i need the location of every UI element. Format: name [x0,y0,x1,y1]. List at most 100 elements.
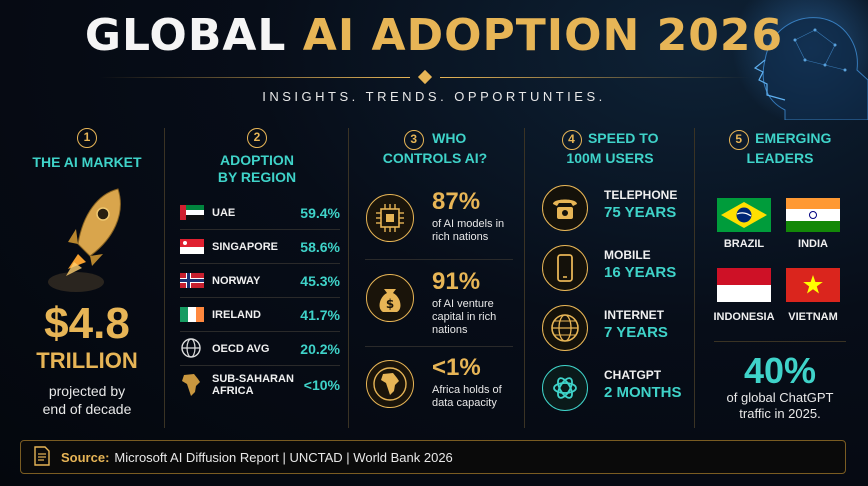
globe-icon [180,337,204,361]
singapore-flag-icon [180,239,204,254]
chatgpt-icon [542,365,588,411]
region-name: IRELAND [212,308,261,321]
country-label: INDIA [798,238,828,250]
region-percent: <10% [303,377,340,393]
leaders-desc-line1: of global ChatGPT [726,390,834,405]
country-label: BRAZIL [723,238,765,250]
control-stat: $ 91% of AI venture capital in rich nati… [360,268,515,336]
market-desc-line2: end of decade [42,401,132,417]
source-text: Microsoft AI Diffusion Report | UNCTAD |… [114,449,453,465]
market-unit: TRILLION [36,348,138,373]
ireland-flag-icon [180,307,204,322]
control-value: <1% [432,354,481,381]
rocket-icon [48,184,128,294]
brazil-flag-icon [717,198,771,232]
leaders-description: of global ChatGPT traffic in 2025. [700,390,860,422]
speed-item: TELEPHONE 75 YEARS [538,182,693,238]
section-number: 2 [247,128,267,148]
emerging-leaders-section: 5 EMERGING LEADERS BRAZIL INDIA INDONESI… [700,128,860,428]
control-value: 87% [432,188,481,215]
row-divider [365,259,513,260]
africa-icon [180,372,204,398]
row-divider [714,341,846,342]
country-label: INDONESIA [713,311,775,323]
svg-text:$: $ [386,297,394,311]
norway-flag-icon [180,273,204,288]
region-percent: 45.3% [300,272,340,289]
title-gold-part: AI ADOPTION 2026 [302,10,784,61]
tech-name: INTERNET [604,308,664,322]
section-number: 4 [561,130,582,150]
section-title: THE AI MARKET [32,154,142,170]
tech-time: 2 MONTHS [604,384,682,401]
page-subtitle: INSIGHTS. TRENDS. OPPORTUNTIES. [262,89,606,104]
vietnam-flag-icon [786,268,840,302]
market-description: projected by end of decade [18,382,156,418]
region-name: SINGAPORE [212,240,279,253]
leaders-value: 40% [743,350,817,391]
region-name: OECD AVG [212,342,270,355]
mobile-icon [542,245,588,291]
section-title-line1: EMERGING [755,130,832,146]
tech-name: MOBILE [604,248,651,262]
control-description: Africa holds of data capacity [432,384,502,409]
title-rule-right [440,77,750,78]
source-label: Source: [61,449,110,465]
control-description: of AI venture capital in rich nations [432,298,497,336]
section-title-line2: LEADERS [746,150,814,166]
tech-time: 7 YEARS [604,324,668,341]
chip-icon [366,194,414,242]
region-row: SUB-SAHARAN AFRICA <10% [180,368,340,402]
section-title: ADOPTION BY REGION [172,152,342,186]
region-percent: 41.7% [300,306,340,323]
column-divider [348,128,349,428]
section-number: 3 [403,130,424,150]
section-title-line2: CONTROLS AI? [382,150,488,166]
section-title-line2: 100M USERS [566,150,654,166]
region-name: NORWAY [212,274,261,287]
region-percent: 59.4% [300,204,340,221]
indonesia-flag-icon [717,268,771,302]
telephone-icon [542,185,588,231]
section-number: 5 [728,130,749,150]
region-row: IRELAND 41.7% [180,298,340,332]
section-title-line2: BY REGION [217,169,297,185]
speed-item: INTERNET 7 YEARS [538,302,693,358]
tech-time: 75 YEARS [604,204,677,221]
country-label: VIETNAM [788,311,838,323]
tech-time: 16 YEARS [604,264,677,281]
ai-market-section: 1 THE AI MARKET $4.8 TRILLION projected … [18,128,156,428]
column-divider [524,128,525,428]
title-rule-left [100,77,410,78]
adoption-by-region-section: 2 ADOPTION BY REGION UAE 59.4% SINGAPORE… [172,128,342,428]
tech-name: CHATGPT [604,368,662,382]
region-row: SINGAPORE 58.6% [180,230,340,264]
speed-to-users-section: 4 SPEED TO 100M USERS TELEPHONE 75 YEARS… [530,128,690,428]
region-row: OECD AVG 20.2% [180,332,340,366]
section-title-line1: ADOPTION [220,152,294,168]
speed-item: MOBILE 16 YEARS [538,242,693,298]
uae-flag-icon [180,205,204,220]
document-icon [33,445,51,469]
row-divider [365,346,513,347]
region-row: NORWAY 45.3% [180,264,340,298]
control-value: 91% [432,268,481,295]
region-name: SUB-SAHARAN AFRICA [212,373,294,397]
control-description: of AI models in rich nations [432,218,505,243]
region-percent: 58.6% [300,238,340,255]
market-desc-line1: projected by [48,383,126,399]
region-name: UAE [212,206,236,219]
who-controls-ai-section: 3 WHO CONTROLS AI? 87% of AI models in r… [355,128,515,428]
control-stat: 87% of AI models in rich nations [360,188,515,256]
region-percent: 20.2% [300,340,340,357]
india-flag-icon [786,198,840,232]
source-bar: Source: Microsoft AI Diffusion Report | … [20,440,846,474]
market-value: $4.8 [44,299,130,348]
control-stat: <1% Africa holds of data capacity [360,354,515,422]
speed-item: CHATGPT 2 MONTHS [538,362,693,418]
column-divider [694,128,695,428]
page-title: GLOBAL AI ADOPTION 2026 [0,6,868,66]
section-title-line1: SPEED TO [587,130,659,146]
tech-name: TELEPHONE [604,188,678,202]
column-divider [164,128,165,428]
